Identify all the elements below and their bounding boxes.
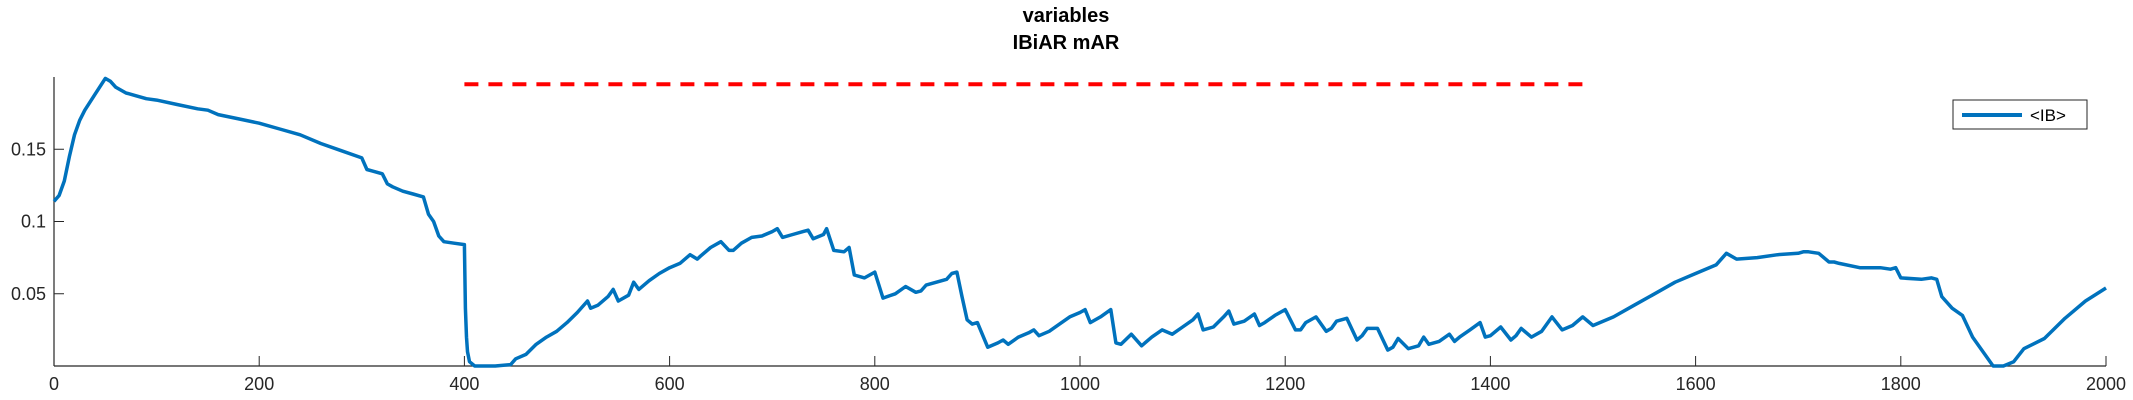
y-tick-label: 0.05 [11, 284, 46, 304]
x-tick-label: 1000 [1060, 374, 1100, 394]
x-axis-ticks: 0 200 400 600 800 1000 1200 1400 1600 1800 2000 [49, 356, 2126, 394]
x-tick-label: 800 [860, 374, 890, 394]
y-axis-ticks: 0.05 0.1 0.15 [11, 139, 64, 304]
y-tick-label: 0.15 [11, 139, 46, 159]
legend-label-ib: <IB> [2030, 106, 2066, 125]
x-tick-label: 1200 [1265, 374, 1305, 394]
x-tick-label: 1800 [1881, 374, 1921, 394]
x-tick-label: 400 [449, 374, 479, 394]
y-tick-label: 0.1 [21, 212, 46, 232]
x-tick-label: 600 [655, 374, 685, 394]
axes [53, 77, 2106, 367]
x-tick-label: 2000 [2086, 374, 2126, 394]
series-line-ib [52, 76, 2107, 368]
chart-title: variables [1023, 5, 1110, 27]
x-tick-label: 200 [244, 374, 274, 394]
x-tick-label: 1600 [1676, 374, 1716, 394]
x-tick-label: 0 [49, 374, 59, 394]
legend: <IB> [1952, 99, 2088, 130]
series-layer [52, 76, 2107, 368]
chart-subtitle: IBiAR mAR [1013, 32, 1120, 54]
x-tick-label: 1400 [1470, 374, 1510, 394]
